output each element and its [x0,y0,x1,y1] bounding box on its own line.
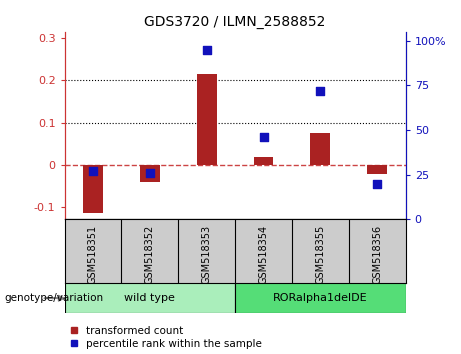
Bar [65,283,235,313]
Bar [197,74,217,165]
Text: GSM518354: GSM518354 [259,224,269,284]
Text: GSM518356: GSM518356 [372,224,382,284]
Text: RORalpha1delDE: RORalpha1delDE [273,293,368,303]
Text: GSM518352: GSM518352 [145,224,155,284]
Point [317,88,324,94]
Text: genotype/variation: genotype/variation [5,293,104,303]
Title: GDS3720 / ILMN_2588852: GDS3720 / ILMN_2588852 [144,16,326,29]
Point [260,135,267,140]
Point [89,169,97,174]
Text: GSM518353: GSM518353 [201,224,212,284]
Point [203,47,210,52]
Bar [140,165,160,182]
Bar [254,157,273,165]
Text: GSM518351: GSM518351 [88,224,98,284]
Text: GSM518355: GSM518355 [315,224,325,284]
Point [146,170,154,176]
Bar [235,283,406,313]
Text: wild type: wild type [124,293,175,303]
Bar [310,133,331,165]
Bar [367,165,387,174]
Legend: transformed count, percentile rank within the sample: transformed count, percentile rank withi… [70,326,262,349]
Bar [83,165,103,213]
Point [373,181,381,187]
